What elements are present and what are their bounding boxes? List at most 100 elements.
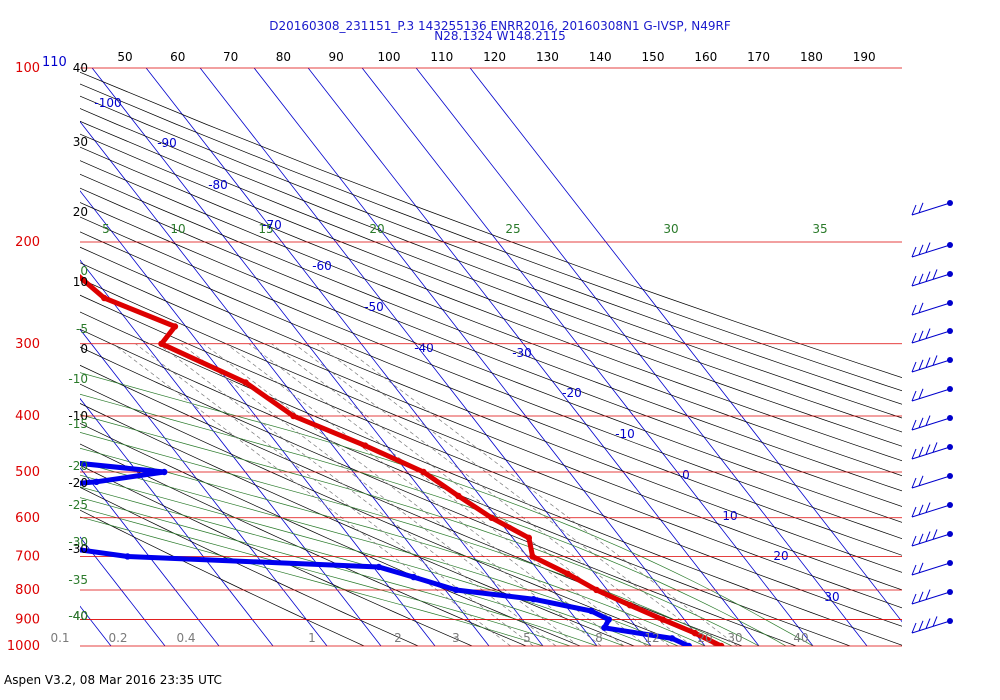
mixing-ratio-line: [112, 343, 511, 646]
mixing-ratio-label: 8: [595, 631, 603, 645]
temperature-profile-point: [564, 570, 571, 577]
dry-adiabat-line: [80, 364, 743, 646]
wind-barb: [911, 242, 953, 258]
wind-barb-flag: [925, 357, 931, 368]
moist-adiabat-line: [80, 474, 652, 646]
moist-adiabat-line: [80, 497, 598, 646]
mixing-ratio-label: 30: [727, 631, 742, 645]
wind-barb-shaft: [911, 504, 951, 518]
theta-e-label: 30: [663, 222, 678, 236]
wind-barb-dot: [947, 328, 953, 334]
wind-barb-dot: [947, 200, 953, 206]
wind-barb-flag: [918, 533, 924, 544]
dry-adiabat-line: [80, 403, 635, 646]
left-theta-tick-label: -15: [68, 417, 88, 431]
mixing-ratio-label: 0.2: [108, 631, 127, 645]
wind-barb-flag: [911, 204, 917, 216]
top-axis-tick-label: 130: [536, 50, 559, 64]
dry-adiabat-line: [80, 383, 689, 646]
theta-e-label: 10: [170, 222, 185, 236]
wind-barb: [911, 200, 953, 216]
moist-adiabat-line: [80, 507, 571, 646]
isotherm-line: [80, 190, 436, 646]
wind-barb-flag: [911, 593, 917, 605]
wind-barb-flag: [911, 477, 917, 489]
dewpoint-profile-point: [37, 497, 43, 503]
wind-barb-flag: [925, 415, 931, 426]
top-axis-tick-label: 90: [329, 50, 344, 64]
dewpoint-profile-point: [53, 406, 59, 412]
dry-adiabat-line: [80, 108, 902, 419]
isotherm-line: [91, 68, 544, 646]
temperature-profile-point: [488, 514, 495, 521]
moist-adiabat-line: [80, 516, 544, 646]
wind-barb-shaft: [911, 330, 951, 344]
wind-barb-flag: [918, 388, 924, 399]
dry-adiabat-line: [80, 422, 581, 646]
wind-barb: [911, 415, 953, 431]
isotherm-label: 0: [682, 468, 690, 482]
isotherm-label: 30: [824, 590, 839, 604]
wind-barb-shaft: [911, 388, 951, 402]
isotherm-label: 10: [722, 509, 737, 523]
wind-barb-dot: [947, 618, 953, 624]
isotherm-line: [80, 467, 220, 646]
temperature-profile-point: [626, 602, 634, 609]
wind-barb: [911, 589, 953, 605]
dewpoint-profile-point: [124, 553, 131, 560]
wind-barb-flag: [918, 562, 924, 573]
temperature-profile-point: [718, 642, 725, 646]
wind-barb-dot: [947, 502, 953, 508]
wind-barb: [911, 473, 953, 489]
wind-barb-shaft: [911, 533, 951, 547]
wind-barb-dot: [947, 589, 953, 595]
dry-adiabat-line: [80, 83, 902, 392]
mixing-ratio-line: [226, 343, 625, 646]
isotherm-line: [145, 68, 598, 646]
wind-barb-flag: [911, 419, 917, 431]
dry-adiabat-line: [80, 173, 902, 492]
wind-barb-flag: [918, 273, 924, 284]
left-theta-tick-label: 0: [80, 264, 88, 278]
moist-adiabat-line: [80, 486, 625, 646]
wind-barb-shaft: [911, 475, 951, 489]
temperature-profile-point: [361, 442, 369, 449]
isotherm-label: -10: [615, 427, 635, 441]
wind-barb-flag: [932, 269, 938, 280]
wind-barb-flag: [925, 589, 931, 600]
temperature-profile-point: [420, 468, 427, 476]
top-axis-tick-label: 80: [276, 50, 291, 64]
dewpoint-profile-point: [452, 586, 460, 594]
wind-barb-shaft: [911, 562, 951, 576]
wind-barb-flag: [911, 361, 917, 373]
left-theta-tick-label: -40: [68, 609, 88, 623]
mixing-ratio-label: 5: [523, 631, 531, 645]
isotherm-label: -20: [562, 386, 582, 400]
isotherm-line: [415, 68, 868, 646]
dewpoint-profile-point: [375, 563, 382, 571]
theta-e-label: 35: [812, 222, 827, 236]
mixing-ratio-label: 1: [308, 631, 316, 645]
pressure-tick-label: 100: [15, 61, 40, 76]
dry-adiabat-line: [80, 160, 902, 477]
dewpoint-profile-point: [9, 453, 15, 459]
chart-title-line2: N28.1324 W148.2115: [434, 29, 566, 43]
dry-adiabat-line: [80, 509, 365, 646]
isotherm-label: -70: [262, 218, 282, 232]
wind-barb: [911, 355, 953, 373]
dry-adiabat-line: [80, 346, 797, 646]
wind-barb-dot: [947, 415, 953, 421]
pressure-tick-label: 200: [15, 235, 40, 250]
mixing-ratio-label: 3: [452, 631, 460, 645]
wind-barb-flag: [925, 502, 931, 513]
wind-barb: [911, 328, 953, 344]
wind-barb-dot: [947, 357, 953, 363]
wind-barb-flag: [911, 448, 917, 460]
isotherm-label: 20: [773, 549, 788, 563]
wind-barb-flag: [925, 271, 931, 282]
dewpoint-profile-point: [588, 607, 595, 615]
wind-barb-flag: [918, 446, 924, 457]
isotherm-label: -50: [364, 300, 384, 314]
wind-barb-dot: [947, 300, 953, 306]
dewpoint-profile-line: [80, 460, 692, 646]
